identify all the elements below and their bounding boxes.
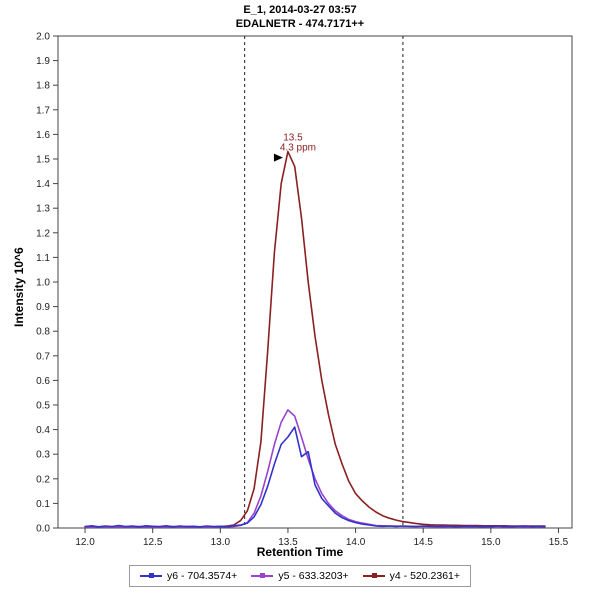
x-tick-label: 13.5 xyxy=(278,537,298,548)
y-tick-label: 1.9 xyxy=(36,56,50,67)
legend-marker-y4 xyxy=(371,573,377,578)
legend-line-swatch-y6 xyxy=(139,573,162,578)
legend-line-swatch-y5 xyxy=(251,573,274,578)
x-tick-label: 14.5 xyxy=(413,537,433,548)
legend-wrap: y6 - 704.3574+ y5 - 633.3203+ y4 - 520.2… xyxy=(0,565,600,587)
y-tick-label: 1.7 xyxy=(36,105,50,116)
legend-item-y6: y6 - 704.3574+ xyxy=(139,570,238,582)
chart-title-peptide: EDALNETR - 474.7171++ xyxy=(235,18,365,30)
chart-title-run: E_1, 2014-03-27 03:57 xyxy=(243,4,357,16)
peak-rt-annotation: 13.5 xyxy=(283,133,303,144)
legend-item-y5: y5 - 633.3203+ xyxy=(251,570,349,582)
series-line-y6 xyxy=(84,426,546,528)
x-tick-label: 15.0 xyxy=(481,537,501,548)
x-tick-label: 14.0 xyxy=(346,537,366,548)
chart-title-block: E_1, 2014-03-27 03:57 EDALNETR - 474.717… xyxy=(0,3,600,31)
legend-marker-y6 xyxy=(148,573,154,578)
y-tick-label: 0.9 xyxy=(36,302,50,313)
y-tick-label: 1.3 xyxy=(36,204,50,215)
legend-line-swatch-y4 xyxy=(362,573,385,578)
y-tick-label: 1.5 xyxy=(36,155,50,166)
y-tick-label: 1.8 xyxy=(36,81,50,92)
x-tick-label: 12.5 xyxy=(143,537,163,548)
y-tick-label: 0.4 xyxy=(36,425,50,436)
legend: y6 - 704.3574+ y5 - 633.3203+ y4 - 520.2… xyxy=(128,565,472,587)
legend-label-y5: y5 - 633.3203+ xyxy=(278,570,349,582)
x-tick-label: 13.0 xyxy=(211,537,231,548)
y-tick-label: 1.6 xyxy=(36,130,50,141)
y-tick-label: 2.0 xyxy=(36,32,50,43)
y-tick-label: 0.8 xyxy=(36,327,50,338)
x-tick-label: 15.5 xyxy=(549,537,569,548)
x-tick-label: 12.0 xyxy=(75,537,95,548)
legend-marker-y5 xyxy=(260,573,266,578)
y-tick-label: 1.4 xyxy=(36,179,50,190)
y-tick-label: 1.2 xyxy=(36,228,50,239)
y-tick-label: 0.7 xyxy=(36,351,50,362)
y-tick-label: 1.0 xyxy=(36,278,50,289)
legend-item-y4: y4 - 520.2361+ xyxy=(362,570,461,582)
y-tick-label: 0.6 xyxy=(36,376,50,387)
y-tick-label: 0.1 xyxy=(36,499,50,510)
plot-frame xyxy=(57,35,573,529)
x-axis-label: Retention Time xyxy=(256,545,344,559)
y-tick-label: 0.0 xyxy=(36,524,50,535)
legend-label-y6: y6 - 704.3574+ xyxy=(166,570,238,582)
series-line-y5 xyxy=(84,409,546,528)
peak-arrow-icon xyxy=(273,153,283,162)
y-tick-label: 0.5 xyxy=(36,401,50,412)
legend-label-y4: y4 - 520.2361+ xyxy=(389,570,461,582)
y-tick-label: 0.3 xyxy=(36,450,50,461)
peak-ppm-annotation: 4.3 ppm xyxy=(280,143,316,154)
y-tick-label: 1.1 xyxy=(36,253,50,264)
y-tick-label: 0.2 xyxy=(36,474,50,485)
series-line-y4 xyxy=(84,150,546,528)
